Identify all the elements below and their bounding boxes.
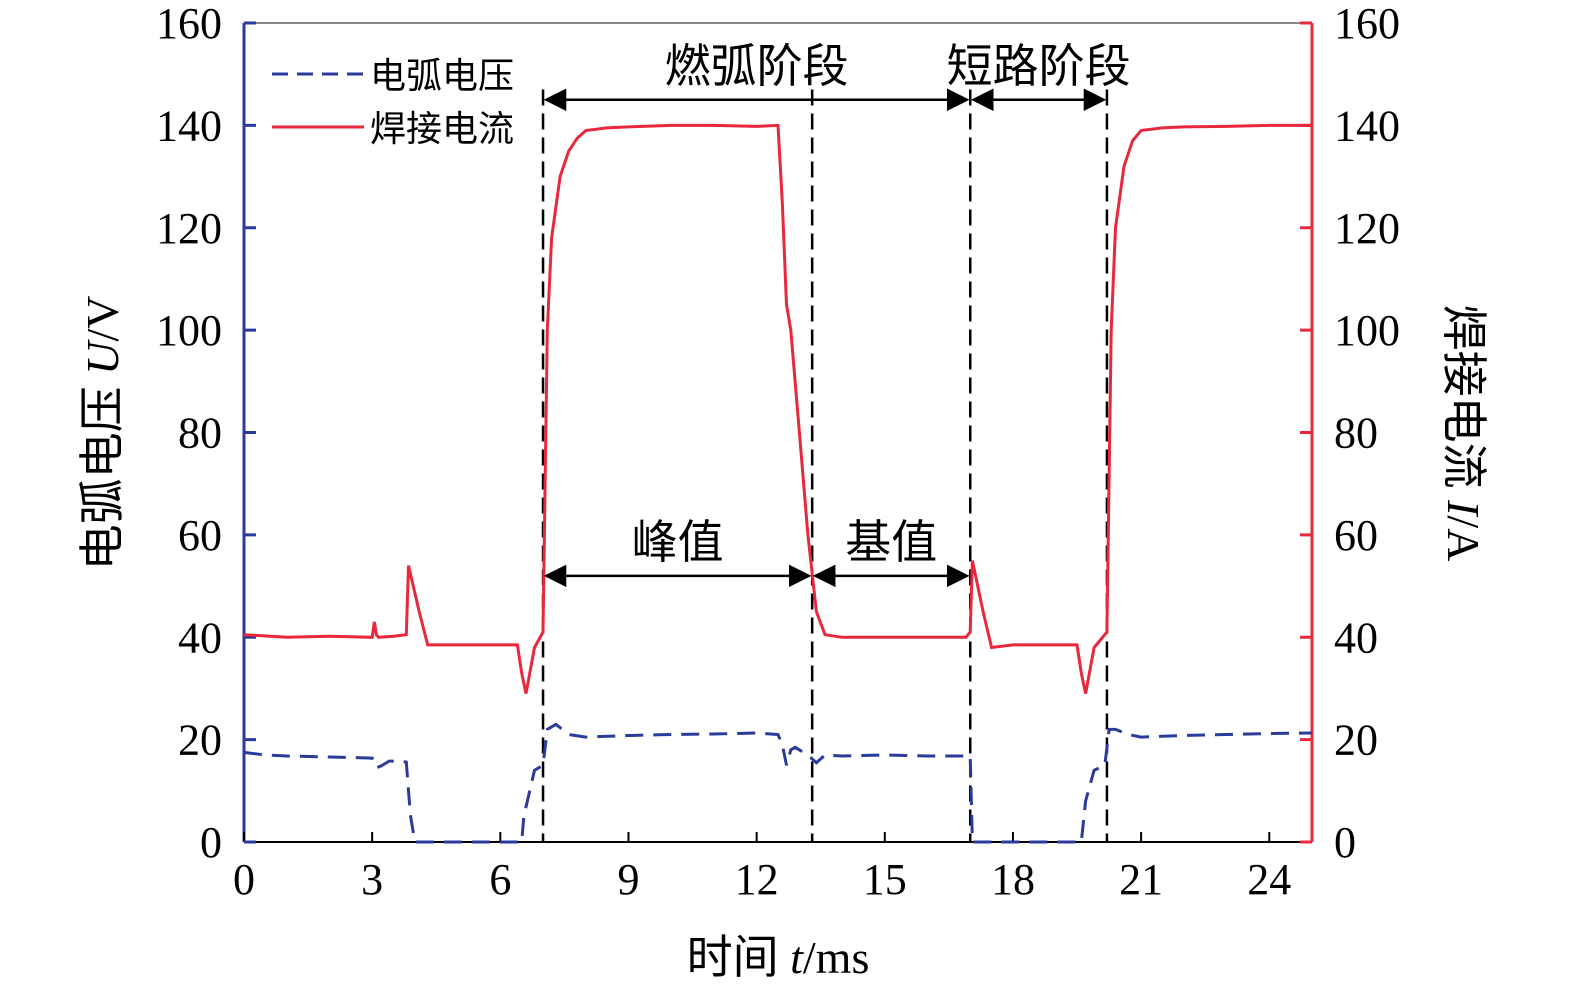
x-tick-label: 24	[1247, 855, 1291, 904]
y-right-tick-label: 20	[1334, 716, 1378, 765]
legend: 电弧电压 焊接电流	[272, 56, 514, 150]
series-line-voltage	[243, 722, 1313, 844]
axis-ticks: 0 3 6 9 12 15 18 21 24 0 20 40 60 80 100 120 140 160 0 20 40…	[156, 0, 1400, 904]
annotation-label: 基值	[845, 515, 937, 569]
y-left-tick-label: 120	[156, 204, 222, 253]
legend-label-current: 焊接电流	[370, 109, 514, 150]
y-left-tick-label: 80	[178, 409, 222, 458]
x-tick-label: 0	[233, 855, 255, 904]
y-right-tick-label: 120	[1334, 204, 1400, 253]
x-tick-label: 21	[1119, 855, 1163, 904]
y-left-tick-label: 100	[156, 306, 222, 355]
y-right-tick-label: 80	[1334, 409, 1378, 458]
annotation-label: 短路阶段	[947, 39, 1131, 93]
x-tick-label: 6	[489, 855, 511, 904]
y-left-tick-label: 140	[156, 101, 222, 150]
series-line-current	[243, 123, 1312, 694]
y-left-tick-label: 40	[178, 613, 222, 662]
y-right-tick-label: 40	[1334, 613, 1378, 662]
y-left-tick-label: 160	[156, 0, 222, 48]
y-right-tick-label: 160	[1334, 0, 1400, 48]
annotation-label: 燃弧阶段	[665, 39, 849, 93]
annotation-label: 峰值	[632, 515, 724, 569]
x-axis-label: 时间 t/ms	[687, 932, 870, 983]
y-axis-label-right: 焊接电流 I/A	[1438, 305, 1489, 562]
y-left-tick-label: 0	[200, 818, 222, 867]
x-tick-label: 3	[361, 855, 383, 904]
y-right-tick-label: 140	[1334, 101, 1400, 150]
y-left-tick-label: 60	[178, 511, 222, 560]
x-tick-label: 15	[863, 855, 907, 904]
x-tick-label: 18	[991, 855, 1035, 904]
x-tick-label: 9	[617, 855, 639, 904]
y-left-tick-label: 20	[178, 716, 222, 765]
y-right-tick-label: 60	[1334, 511, 1378, 560]
x-tick-label: 12	[735, 855, 779, 904]
y-right-tick-label: 0	[1334, 818, 1356, 867]
y-axis-label-left: 电弧电压 U/V	[77, 296, 128, 571]
phase-boundary-lines	[541, 89, 1109, 842]
y-right-tick-label: 100	[1334, 306, 1400, 355]
legend-label-voltage: 电弧电压	[370, 56, 514, 97]
